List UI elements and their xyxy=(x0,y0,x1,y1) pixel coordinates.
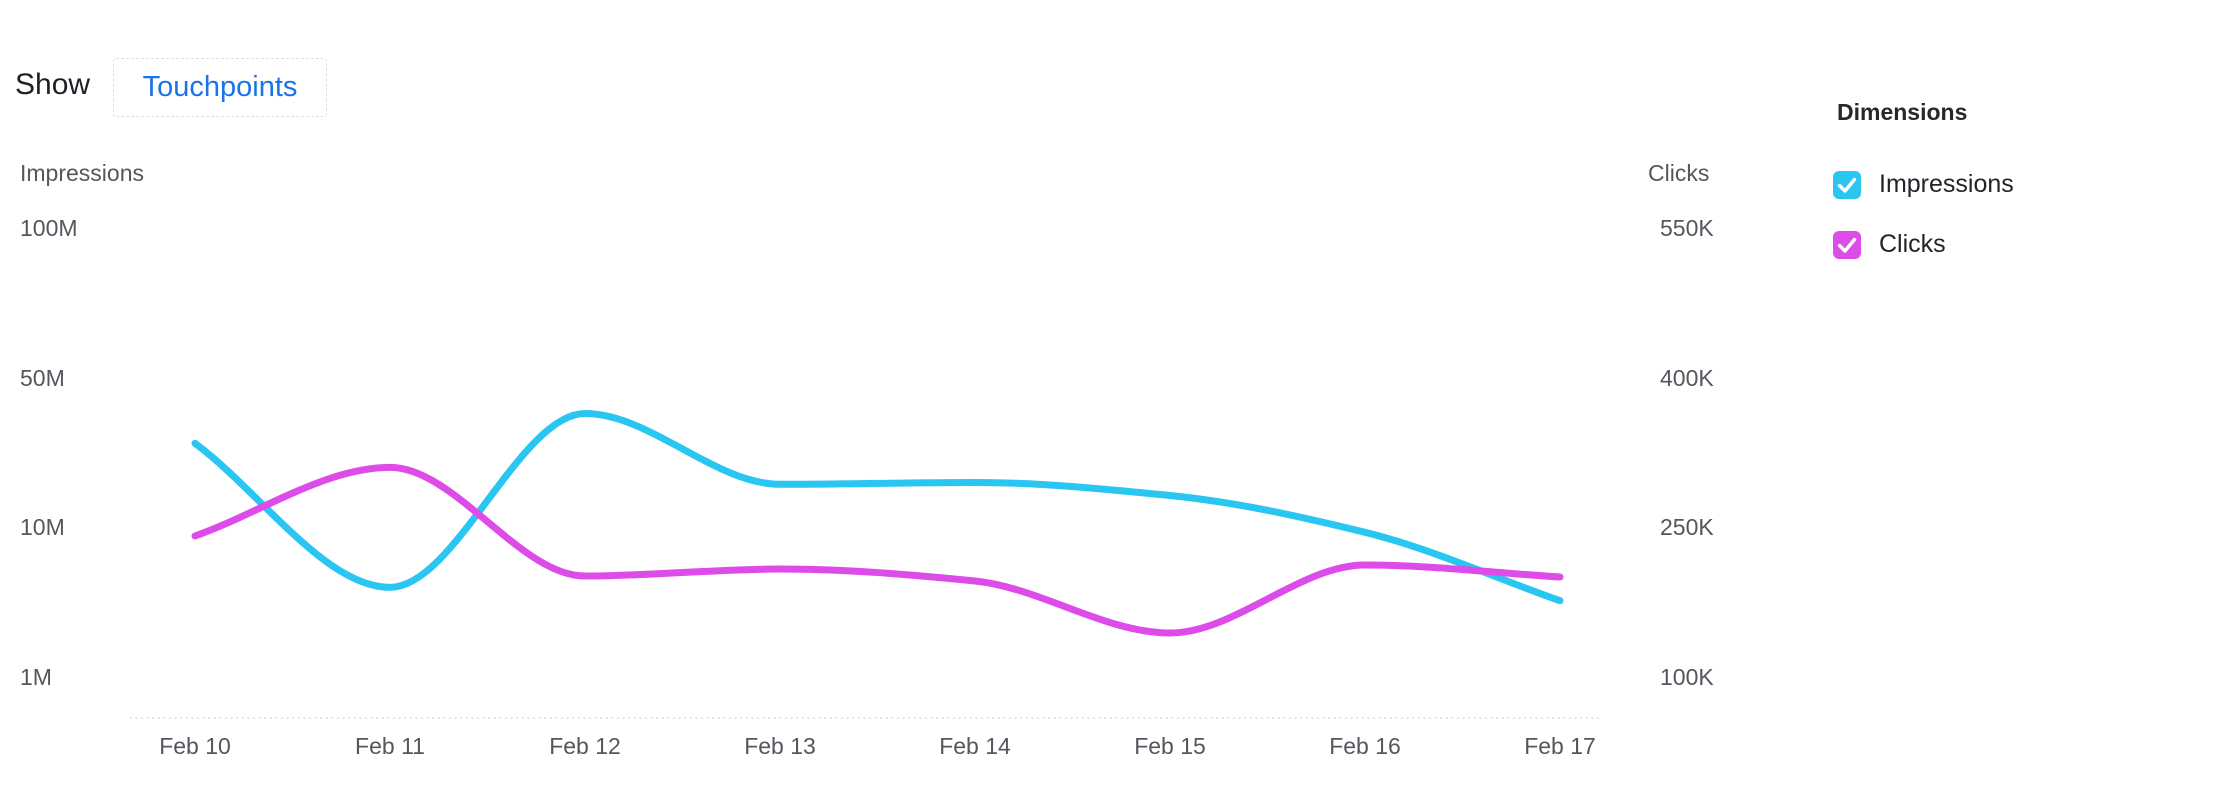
y-tick-label-left: 10M xyxy=(20,514,65,540)
y-tick-label-left: 100M xyxy=(20,215,78,241)
y-tick-label-right: 400K xyxy=(1660,365,1714,391)
left-axis-title: Impressions xyxy=(20,160,144,186)
x-tick-label: Feb 15 xyxy=(1134,733,1206,759)
x-tick-label: Feb 14 xyxy=(939,733,1011,759)
check-icon xyxy=(1837,177,1857,193)
legend-title: Dimensions xyxy=(1837,99,1968,125)
legend-item-impressions[interactable]: Impressions xyxy=(1833,170,2014,199)
y-tick-label-right: 250K xyxy=(1660,514,1714,540)
x-tick-label: Feb 11 xyxy=(355,733,425,759)
clicks-line[interactable] xyxy=(191,463,1564,637)
legend-label-impressions: Impressions xyxy=(1879,170,2014,198)
show-label: Show xyxy=(15,68,91,101)
x-tick-label: Feb 12 xyxy=(549,733,621,759)
clicks-checkbox[interactable] xyxy=(1833,230,1861,259)
legend-label-clicks: Clicks xyxy=(1879,230,1946,258)
touchpoints-select[interactable]: Touchpoints xyxy=(113,58,327,117)
touchpoints-select-value: Touchpoints xyxy=(142,71,298,103)
x-tick-label: Feb 10 xyxy=(159,733,231,759)
right-axis-title: Clicks xyxy=(1648,160,1709,186)
y-tick-label-right: 100K xyxy=(1660,664,1714,690)
y-tick-label-left: 1M xyxy=(20,664,52,690)
impressions-line[interactable] xyxy=(191,410,1564,605)
y-tick-label-left: 50M xyxy=(20,365,65,391)
y-tick-label-right: 550K xyxy=(1660,215,1714,241)
legend-item-clicks[interactable]: Clicks xyxy=(1833,230,1946,259)
x-tick-label: Feb 13 xyxy=(744,733,816,759)
impressions-checkbox[interactable] xyxy=(1833,170,1861,199)
x-tick-label: Feb 16 xyxy=(1329,733,1401,759)
check-icon xyxy=(1837,237,1857,253)
x-tick-label: Feb 17 xyxy=(1524,733,1596,759)
